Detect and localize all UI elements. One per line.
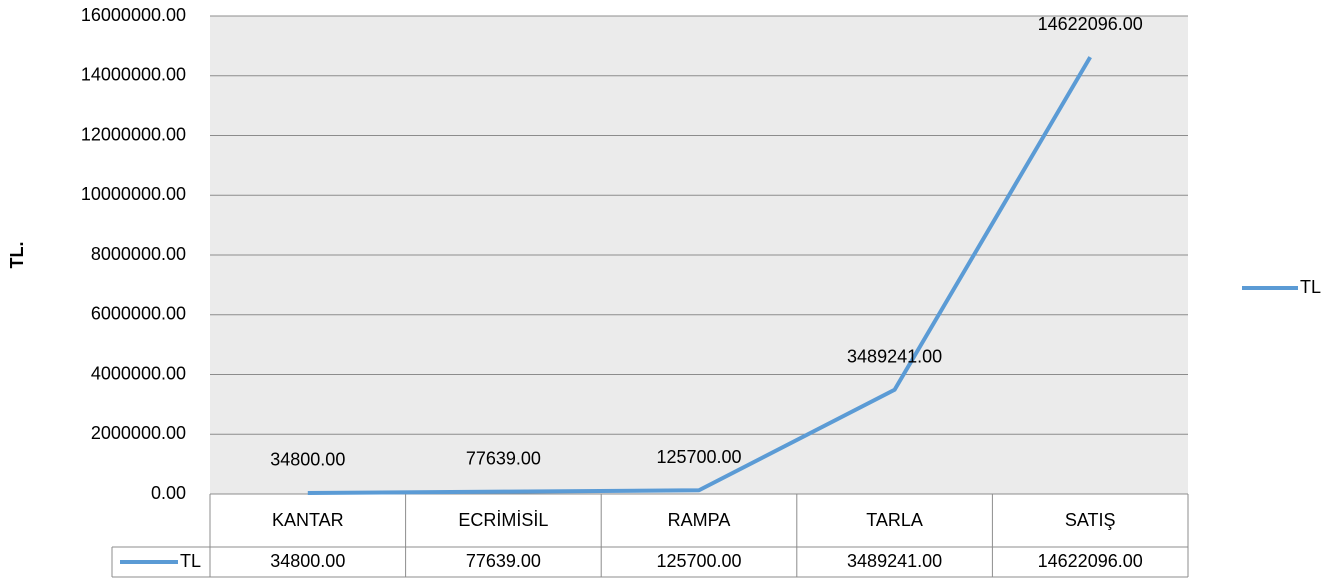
data-label: 77639.00 <box>466 448 541 468</box>
y-tick-label: 2000000.00 <box>91 423 186 443</box>
table-cell: 34800.00 <box>270 551 345 571</box>
data-label: 14622096.00 <box>1038 14 1143 34</box>
line-series <box>307 56 1092 495</box>
y-tick-label: 4000000.00 <box>91 363 186 383</box>
y-tick-label: 12000000.00 <box>81 124 186 144</box>
x-tick-label: TARLA <box>866 510 923 530</box>
y-tick-label: 8000000.00 <box>91 244 186 264</box>
table-legend-label: TL <box>180 551 201 571</box>
x-tick-label: SATIŞ <box>1065 510 1116 530</box>
y-tick-label: 14000000.00 <box>81 65 186 85</box>
x-tick-label: KANTAR <box>272 510 344 530</box>
y-tick-label: 6000000.00 <box>91 304 186 324</box>
data-label: 125700.00 <box>656 447 741 467</box>
table-cell: 14622096.00 <box>1038 551 1143 571</box>
y-tick-label: 10000000.00 <box>81 184 186 204</box>
table-cell: 77639.00 <box>466 551 541 571</box>
x-tick-label: RAMPA <box>668 510 731 530</box>
y-tick-label: 16000000.00 <box>81 5 186 25</box>
data-label: 3489241.00 <box>847 347 942 367</box>
table-cell: 125700.00 <box>656 551 741 571</box>
x-tick-label: ECRİMİSİL <box>458 510 548 530</box>
y-tick-label: 0.00 <box>151 483 186 503</box>
data-label: 34800.00 <box>270 450 345 470</box>
table-cell: 3489241.00 <box>847 551 942 571</box>
y-axis-title: TL. <box>7 242 27 269</box>
legend-label: TL <box>1300 277 1321 297</box>
